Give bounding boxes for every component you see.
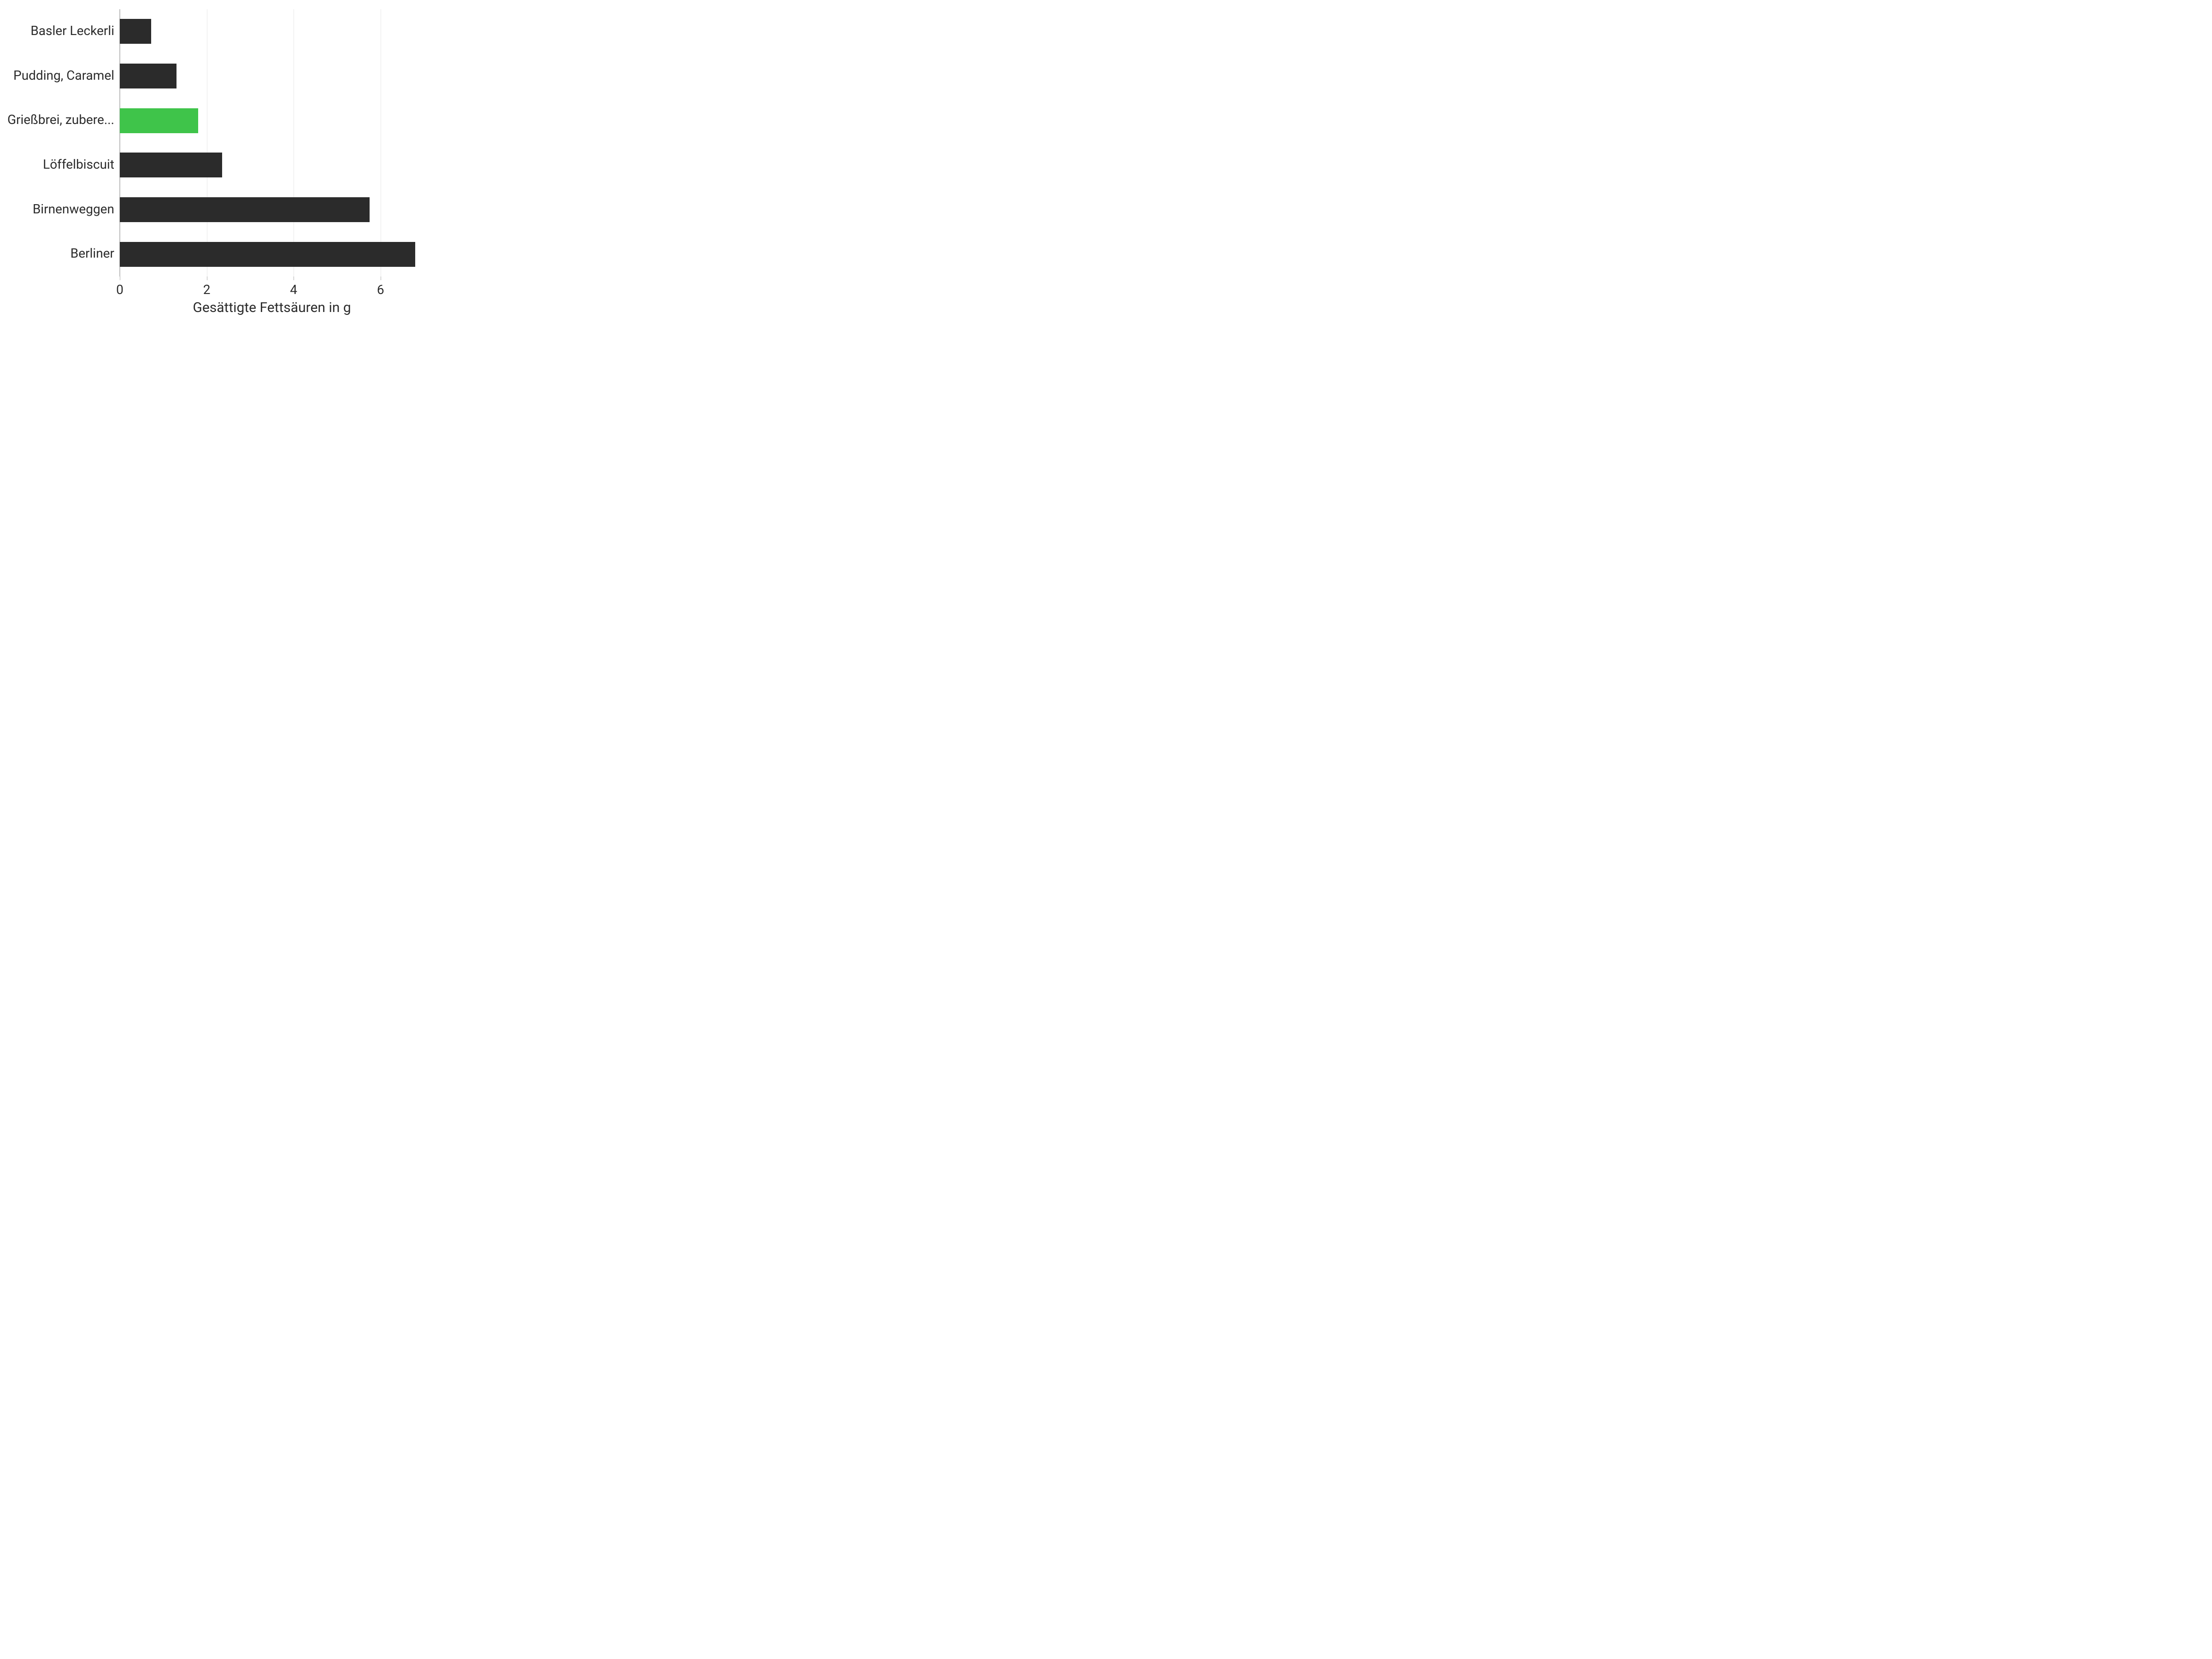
y-category-label: Basler Leckerli	[30, 23, 114, 38]
y-category-label: Pudding, Caramel	[13, 68, 114, 83]
y-category-label: Grießbrei, zubere...	[7, 112, 114, 127]
bar	[120, 153, 222, 177]
bar	[120, 64, 176, 88]
y-category-label: Birnenweggen	[33, 201, 114, 217]
x-axis-title: Gesättigte Fettsäuren in g	[120, 300, 424, 316]
y-category-label: Berliner	[71, 246, 114, 261]
bar	[120, 108, 198, 133]
bar-chart: 0 2 4 6 Basler Leckerli Pudding, Caramel Grieß…	[0, 0, 442, 332]
x-tick-label: 0	[101, 282, 138, 297]
x-tick-label: 6	[362, 282, 399, 297]
y-category-label: Löffelbiscuit	[43, 157, 114, 172]
y-axis-baseline	[119, 9, 120, 276]
x-tick-label: 2	[188, 282, 225, 297]
x-tick-label: 4	[275, 282, 312, 297]
bar	[120, 242, 415, 267]
bar	[120, 197, 370, 222]
plot-area	[120, 9, 424, 276]
bar	[120, 19, 151, 44]
